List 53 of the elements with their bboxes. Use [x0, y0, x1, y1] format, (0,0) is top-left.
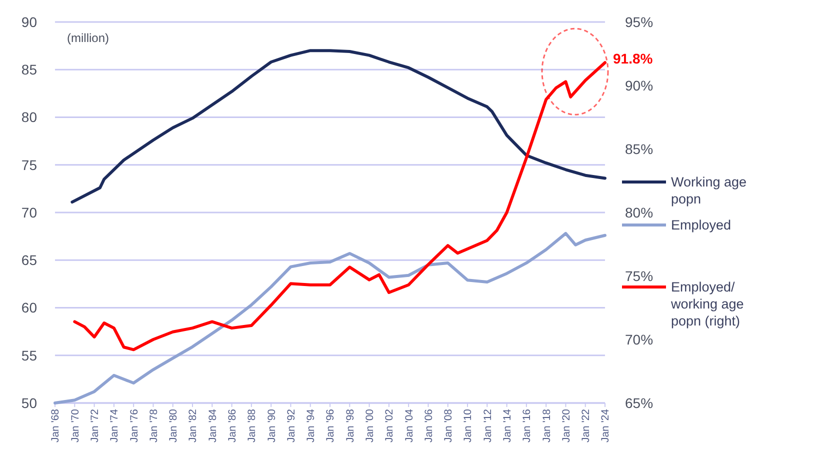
y2-tick-label: 95% [625, 14, 654, 30]
y-tick-label: 65 [21, 252, 38, 268]
x-tick-label: Jan '22 [580, 408, 592, 443]
x-tick-label: Jan '76 [128, 408, 140, 443]
x-tick-label: Jan '20 [560, 408, 572, 443]
line-series [54, 232, 606, 404]
x-tick-label: Jan '02 [384, 408, 396, 443]
y-tick-label: 70 [21, 204, 38, 220]
y-tick-label: 55 [21, 347, 38, 364]
x-tick-label: Jan '14 [501, 408, 514, 443]
x-tick-label: Jan '12 [482, 408, 494, 443]
line-series [73, 61, 606, 352]
x-tick-label: Jan '96 [324, 408, 337, 443]
y2-tick-label: 90% [625, 77, 654, 94]
legend-label: Working age popn [671, 174, 747, 207]
x-tick-label: Jan '04 [403, 408, 416, 443]
x-tick-label: Jan '06 [422, 408, 435, 443]
y-tick-label: 50 [21, 394, 38, 411]
y2-tick-label: 85% [625, 140, 654, 157]
x-tick-label: Jan '68 [50, 408, 62, 443]
x-tick-label: Jan '94 [305, 408, 318, 443]
text: 91.8% [613, 50, 654, 67]
x-tick-label: Jan '10 [462, 408, 474, 443]
legend-label: Employed/ working age popn (right) [670, 280, 744, 328]
x-tick-label: Jan '90 [266, 408, 278, 443]
y-tick-label: 90 [21, 14, 38, 30]
x-tick-label: Jan '86 [226, 408, 238, 443]
x-tick-label: Jan '82 [187, 408, 200, 443]
x-tick-label: Jan '84 [206, 408, 219, 443]
x-tick-label: Jan '72 [88, 408, 101, 443]
x-tick-label: Jan '74 [108, 408, 121, 443]
x-tick-label: Jan '80 [168, 408, 180, 443]
x-tick-label: Jan '92 [285, 408, 298, 443]
y-tick-label: 75 [21, 156, 38, 173]
x-tick-label: Jan '18 [540, 408, 553, 443]
y-tick-label: 60 [21, 300, 38, 316]
y2-tick-label: 70% [625, 331, 654, 348]
x-tick-label: Jan '70 [69, 408, 82, 443]
y2-tick-label: 80% [625, 204, 654, 220]
x-tick-label: Jan '00 [364, 408, 376, 443]
x-tick-label: Jan '88 [246, 408, 258, 443]
x-tick-label: Jan '16 [521, 408, 534, 443]
y2-tick-label: 65% [625, 394, 654, 411]
x-tick-label: Jan '24 [600, 408, 612, 443]
x-tick-label: Jan '08 [442, 408, 455, 443]
y2-tick-label: 75% [625, 268, 654, 284]
y-tick-label: 80 [21, 109, 38, 126]
x-tick-label: Jan '78 [148, 408, 160, 443]
legend-label: Employed [671, 218, 732, 233]
x-tick-label: Jan '98 [344, 408, 356, 443]
y-tick-label: 85 [21, 62, 38, 78]
line-series [70, 49, 606, 204]
y-axis-title: (million) [67, 31, 110, 45]
